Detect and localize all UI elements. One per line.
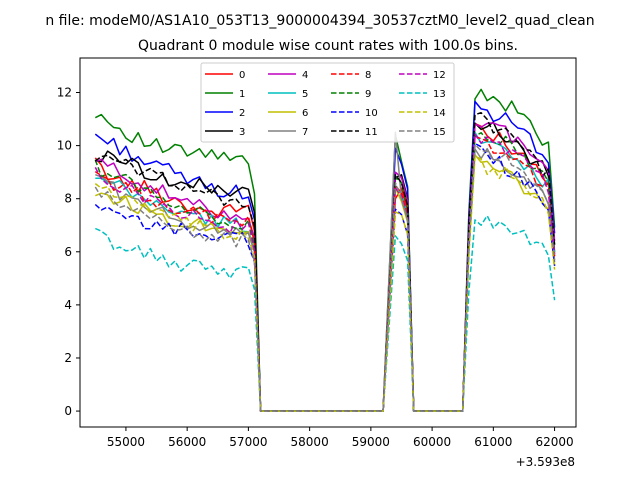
- series-line-3: [95, 121, 556, 412]
- y-tick-label: 4: [64, 298, 72, 312]
- series-line-11: [94, 111, 556, 412]
- legend-entry-9: 9: [331, 89, 371, 100]
- legend-label: 5: [302, 89, 308, 100]
- chart-title: Quadrant 0 module wise count rates with …: [138, 38, 518, 54]
- legend-label: 11: [365, 127, 378, 138]
- series-line-1: [94, 88, 556, 412]
- legend-label: 15: [433, 127, 446, 138]
- y-tick-label: 6: [64, 245, 72, 259]
- x-offset-label: +3.593e8: [516, 455, 575, 469]
- series-layer: [94, 88, 556, 412]
- x-axis: 55000 56000 57000 58000 59000 60000 61000 62000: [107, 427, 574, 449]
- legend-label: 12: [433, 70, 446, 81]
- legend-entry-6: 6: [268, 108, 308, 119]
- legend-entry-1: 1: [205, 89, 245, 100]
- x-tick-label: 62000: [535, 435, 573, 449]
- axes-frame: [79, 57, 577, 428]
- x-tick-label: 56000: [168, 435, 206, 449]
- x-tick-label: 61000: [474, 435, 512, 449]
- series-line-5: [95, 131, 556, 412]
- y-tick-label: 0: [64, 404, 72, 418]
- suptitle: n file: modeM0/AS1A10_053T13_9000004394_…: [45, 13, 594, 29]
- x-tick-label: 57000: [229, 435, 267, 449]
- series-line-0: [94, 122, 556, 412]
- legend-label: 3: [239, 127, 245, 138]
- legend-label: 4: [302, 70, 308, 81]
- legend-entry-5: 5: [268, 89, 308, 100]
- legend-entry-11: 11: [331, 127, 378, 138]
- plot-area: [79, 57, 577, 428]
- legend-entry-3: 3: [205, 127, 245, 138]
- legend-entry-15: 15: [399, 127, 446, 138]
- legend-label: 13: [433, 89, 446, 100]
- series-line-14: [94, 155, 556, 412]
- legend-label: 2: [239, 108, 245, 119]
- legend-label: 7: [302, 127, 308, 138]
- legend-entry-10: 10: [331, 108, 378, 119]
- legend-entry-7: 7: [268, 127, 308, 138]
- legend-entry-2: 2: [205, 108, 245, 119]
- x-tick-label: 59000: [352, 435, 390, 449]
- legend-label: 1: [239, 89, 245, 100]
- legend-entry-14: 14: [399, 108, 446, 119]
- series-line-4: [94, 122, 556, 412]
- y-tick-label: 8: [64, 192, 72, 206]
- legend-entry-4: 4: [268, 70, 308, 81]
- x-tick-label: 55000: [107, 435, 145, 449]
- legend-label: 10: [365, 108, 378, 119]
- legend-label: 0: [239, 70, 245, 81]
- series-line-13: [94, 214, 556, 412]
- legend-entry-8: 8: [331, 70, 371, 81]
- legend-label: 9: [365, 89, 371, 100]
- legend-entry-12: 12: [399, 70, 446, 81]
- series-line-2: [94, 100, 556, 412]
- legend-label: 6: [302, 108, 308, 119]
- series-line-8: [94, 135, 556, 412]
- y-axis: 0 2 4 6 8 10 12: [57, 86, 80, 418]
- legend-label: 14: [433, 108, 446, 119]
- legend-entry-0: 0: [205, 70, 245, 81]
- legend-entry-13: 13: [399, 89, 446, 100]
- y-tick-label: 12: [57, 86, 72, 100]
- series-line-10: [94, 142, 556, 412]
- legend-label: 8: [365, 70, 371, 81]
- y-tick-label: 10: [57, 139, 72, 153]
- legend-frame: [200, 62, 455, 143]
- x-tick-label: 58000: [291, 435, 329, 449]
- y-tick-label: 2: [64, 351, 72, 365]
- series-line-12: [94, 133, 556, 412]
- x-tick-label: 60000: [413, 435, 451, 449]
